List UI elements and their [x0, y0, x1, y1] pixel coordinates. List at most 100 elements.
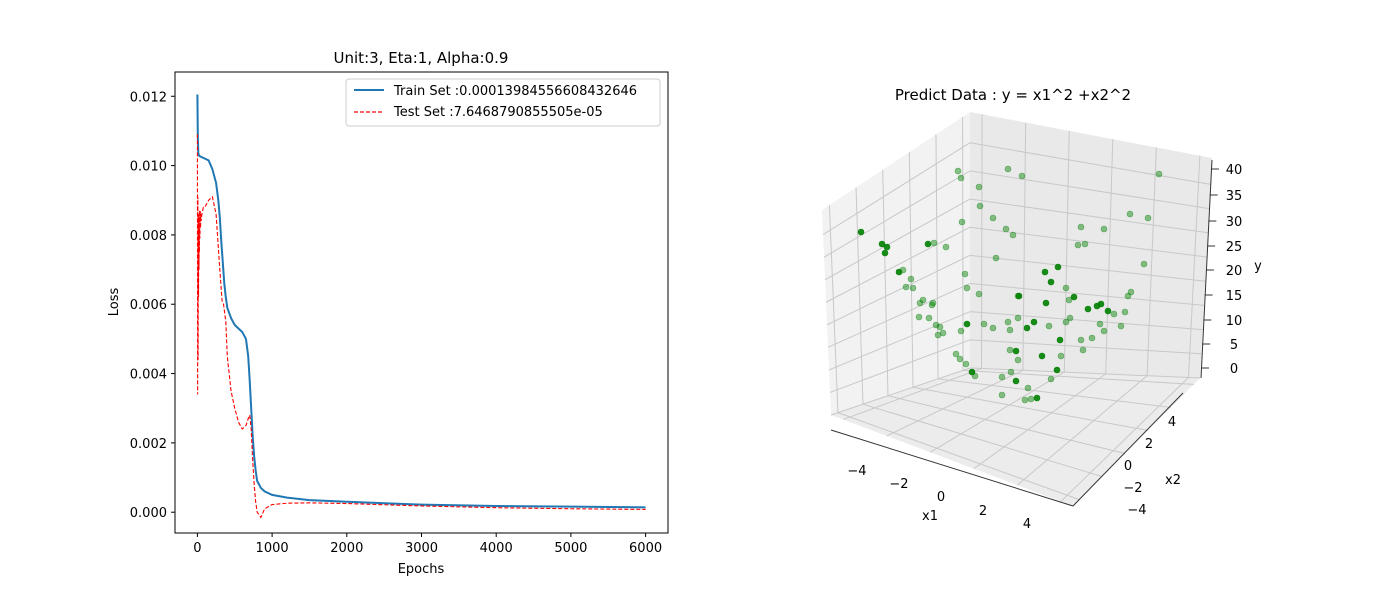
x2-ticks: −4 −2 024	[1123, 415, 1176, 518]
floor-pane	[831, 368, 1200, 506]
scatter-point	[1002, 225, 1010, 233]
train-loss-line	[196, 94, 646, 509]
grid-line	[862, 403, 1103, 478]
scatter-point	[976, 202, 984, 210]
scatter-point	[916, 299, 924, 307]
grid-line	[969, 170, 1210, 210]
scatter-point	[1047, 278, 1055, 286]
scatter-point	[1004, 165, 1012, 173]
scatter-point	[1007, 368, 1015, 376]
scatter-point	[883, 243, 891, 251]
x-tick-label: 6000	[629, 541, 662, 556]
x-tick-label: 2000	[330, 541, 363, 556]
x1-tick-label: 0	[937, 490, 945, 505]
scatter-point	[998, 391, 1006, 399]
scatter-point	[1144, 214, 1152, 222]
loss-chart: Unit:3, Eta:1, Alpha:0.9 0 1000 2000 3000 40…	[107, 49, 669, 577]
scatter-point	[1042, 299, 1050, 307]
grid-line	[822, 142, 971, 236]
scatter-point	[1041, 268, 1049, 276]
scatter-point	[975, 183, 983, 191]
grid-line	[830, 367, 971, 416]
grid-line	[969, 142, 1211, 185]
grid-line	[912, 386, 1149, 431]
grid-line	[1017, 375, 1148, 486]
scatter-point	[961, 270, 969, 278]
scatter-point	[1056, 336, 1064, 344]
scatter-point	[1096, 320, 1104, 328]
x2-tick-label: −4	[1127, 503, 1146, 518]
scatter-point	[1012, 377, 1020, 385]
scatter-point	[932, 321, 940, 329]
scatter-point	[895, 268, 903, 276]
grid-line	[1022, 122, 1027, 371]
scatter-point	[1126, 210, 1134, 218]
grid-line	[825, 226, 971, 303]
scatter-point	[936, 323, 944, 331]
scatter-point	[1062, 284, 1070, 292]
scatter-point	[1009, 231, 1017, 239]
grid-line	[829, 339, 971, 393]
grid-line	[887, 395, 1126, 455]
grid-line	[969, 311, 1203, 331]
x-tick-label: 4000	[480, 541, 513, 556]
grid-line	[886, 369, 1024, 437]
scatter-point	[1023, 324, 1031, 332]
scatter-point	[924, 240, 932, 248]
x1-axis-line	[830, 429, 1074, 507]
y-tick-label: 30	[1226, 215, 1243, 230]
y-ticks: 0 5 10 15 20 25 30 35 40	[1201, 163, 1242, 377]
x2-tick-label: 2	[1145, 437, 1153, 452]
y-tick-label: 0.008	[130, 229, 167, 244]
y-tick-label: 35	[1226, 189, 1243, 204]
x1-axis-label: x1	[922, 509, 938, 524]
grid-line	[969, 226, 1207, 258]
scatter-point	[1074, 241, 1082, 249]
scatter-point	[881, 249, 889, 257]
scatter-point	[980, 320, 988, 328]
scatter-point	[1030, 318, 1038, 326]
scatter-point	[902, 283, 910, 291]
scatter-point	[963, 320, 971, 328]
x2-tick-label: 4	[1168, 415, 1176, 430]
grid-line	[882, 169, 889, 396]
scatter-point	[1100, 327, 1108, 335]
y-tick-label: 20	[1226, 264, 1243, 279]
grid-line	[963, 369, 1194, 385]
scatter-point	[1021, 396, 1029, 404]
scatter-point	[1033, 394, 1041, 402]
y-tick-label: 15	[1226, 289, 1243, 304]
scatter-point	[1100, 225, 1108, 233]
scatter-point	[952, 350, 960, 358]
x2-axis-line	[1072, 392, 1184, 507]
scatter-point	[857, 228, 865, 236]
x-tick-label: 3000	[405, 541, 438, 556]
grid-line	[1105, 139, 1114, 374]
scatter-point	[1077, 223, 1085, 231]
left-pane	[822, 112, 970, 415]
scatter-point	[1006, 326, 1014, 334]
grid-line	[969, 198, 1208, 234]
y-tick-label: 0.000	[130, 506, 167, 521]
scatter-point	[989, 214, 997, 222]
grid-line	[1146, 147, 1157, 376]
grid-line	[826, 254, 971, 326]
loss-chart-title: Unit:3, Eta:1, Alpha:0.9	[334, 49, 509, 67]
x-tick-label: 1000	[256, 541, 289, 556]
scatter3d-title: Predict Data : y = x1^2 +x2^2	[895, 86, 1131, 104]
scatter-point	[934, 331, 942, 339]
grid-line	[969, 254, 1206, 282]
scatter-point	[1070, 293, 1078, 301]
scatter-point	[963, 284, 971, 292]
scatter-point	[1155, 170, 1163, 178]
scatter-point	[929, 299, 937, 307]
grid-line	[828, 205, 839, 413]
scatter-point	[939, 329, 947, 337]
scatter-point	[957, 327, 965, 335]
x1-ticks: −4 −2 0 2 4	[847, 464, 1031, 532]
test-loss-line	[196, 134, 646, 519]
scatter-point	[1054, 263, 1062, 271]
scatter-point	[1004, 318, 1012, 326]
grid-line	[837, 412, 1080, 501]
loss-legend: Train Set :0.00013984556608432646 Test S…	[345, 78, 661, 127]
